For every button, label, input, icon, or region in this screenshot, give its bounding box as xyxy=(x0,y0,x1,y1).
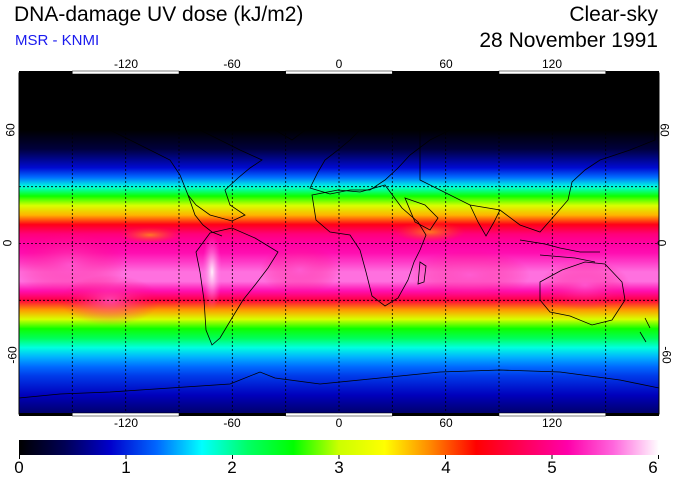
lat-tick-right-0: 0 xyxy=(654,239,669,247)
colorbar-label-2: 2 xyxy=(227,458,237,477)
map-title: DNA-damage UV dose (kJ/m2) xyxy=(14,3,304,26)
indonesia-coast xyxy=(519,239,600,263)
colorbar-ticks xyxy=(19,455,659,459)
colorbar-label-0: 0 xyxy=(14,458,24,477)
cloud-patch-1 xyxy=(395,222,465,242)
lon-tick-top-120: 120 xyxy=(541,57,563,71)
central-america-coast xyxy=(187,194,223,237)
lon-tick-top-60: 60 xyxy=(439,57,453,71)
colorbar-label-5: 5 xyxy=(547,458,557,477)
lon-tick-top-minus120: -120 xyxy=(113,57,139,71)
colorbar-label-3: 3 xyxy=(334,458,344,477)
pacific-south-patch xyxy=(60,275,160,325)
lon-tick-top-minus60: -60 xyxy=(223,57,241,71)
lat-tick-left-minus60: -60 xyxy=(5,346,20,364)
andes-white-max xyxy=(202,234,222,310)
lat-tick-left-0: 0 xyxy=(0,239,15,247)
frame-ticks xyxy=(19,70,659,417)
north-america-coast xyxy=(57,97,263,222)
india-coast xyxy=(469,204,501,237)
date-label: 28 November 1991 xyxy=(479,29,658,52)
arabia-coast xyxy=(404,197,439,231)
greenland-coast xyxy=(265,87,321,141)
lon-tick-bottom-0: 0 xyxy=(335,416,343,430)
lon-tick-bottom-60: 60 xyxy=(439,416,453,430)
lon-tick-top-0: 0 xyxy=(335,57,343,71)
colorbar-label-4: 4 xyxy=(441,458,451,477)
lon-tick-bottom-minus60: -60 xyxy=(223,416,241,430)
colorbar xyxy=(19,440,659,455)
sky-condition-label: Clear-sky xyxy=(569,3,658,26)
lat-tick-right-60: 60 xyxy=(657,123,672,137)
source-label: MSR - KNMI xyxy=(15,32,100,49)
atlantic-patch xyxy=(260,245,340,295)
indian-ocean-patch xyxy=(410,250,530,300)
lat-tick-right-minus60: -60 xyxy=(659,346,674,364)
australia-coast xyxy=(539,261,626,326)
australia-patch xyxy=(540,260,630,310)
cloud-patch-2 xyxy=(120,227,180,243)
lat-tick-left-60: 60 xyxy=(3,123,18,137)
graticule xyxy=(19,73,659,414)
lon-tick-bottom-120: 120 xyxy=(541,416,563,430)
colorbar-label-1: 1 xyxy=(121,458,131,477)
asia-coast xyxy=(419,89,656,233)
madagascar-coast xyxy=(417,261,427,285)
antarctica-coast xyxy=(19,369,659,399)
new-zealand-coast xyxy=(639,317,651,343)
coastlines xyxy=(19,87,659,399)
africa-coast xyxy=(311,184,427,307)
lon-tick-bottom-minus120: -120 xyxy=(113,416,139,430)
colorbar-label-6: 6 xyxy=(648,458,658,477)
